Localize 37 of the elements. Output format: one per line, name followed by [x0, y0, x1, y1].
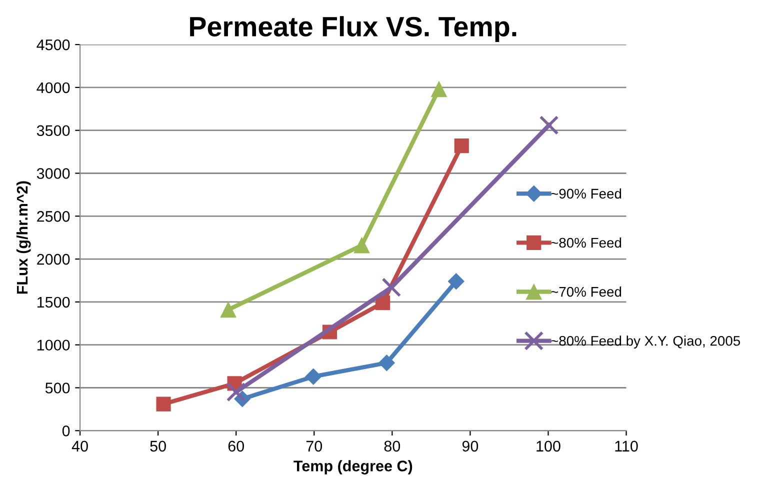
point: [430, 81, 447, 98]
point: [454, 138, 469, 154]
x-tick-label: 60: [228, 440, 244, 452]
x-axis-title: Temp (degree C): [294, 460, 412, 474]
legend-label: ~80% Feed by X.Y. Qiao, 2005: [551, 336, 740, 349]
legend-label: ~70% Feed: [551, 286, 622, 297]
point: [376, 296, 390, 310]
x-tick-label: 50: [150, 440, 166, 452]
y-tick-label: 1500: [37, 296, 70, 308]
y-tick-label: 0: [62, 426, 70, 436]
legend-label: ~80% Feed: [551, 237, 622, 248]
x-tick-label: 110: [615, 440, 638, 452]
y-tick-label: 2500: [37, 211, 70, 222]
point: [156, 396, 171, 412]
y-axis-title: FLux (g/hr.m^2): [16, 181, 31, 294]
x-tick-label: 90: [462, 440, 478, 452]
y-tick-label: 500: [45, 382, 70, 394]
point: [220, 302, 236, 318]
legend-label: ~90% Feed: [551, 188, 622, 199]
y-tick-label: 1000: [37, 340, 70, 351]
x-tick-label: 40: [72, 440, 88, 452]
y-tick-label: 4000: [36, 82, 70, 94]
point: [226, 382, 246, 402]
point: [539, 115, 559, 135]
x-tick-label: 70: [306, 440, 322, 452]
y-tick-label: 2000: [37, 254, 70, 265]
point: [378, 354, 395, 372]
point: [448, 273, 464, 290]
point: [382, 278, 402, 298]
y-tick-label: 3000: [36, 168, 70, 179]
y-tick-label: 3500: [36, 125, 70, 136]
point: [305, 368, 322, 385]
x-tick-label: 80: [384, 440, 400, 452]
x-tick-label: 100: [536, 440, 560, 452]
chart-title: Permeate Flux VS. Temp.: [190, 16, 516, 42]
y-tick-label: 4500: [36, 39, 70, 50]
point: [354, 237, 370, 254]
